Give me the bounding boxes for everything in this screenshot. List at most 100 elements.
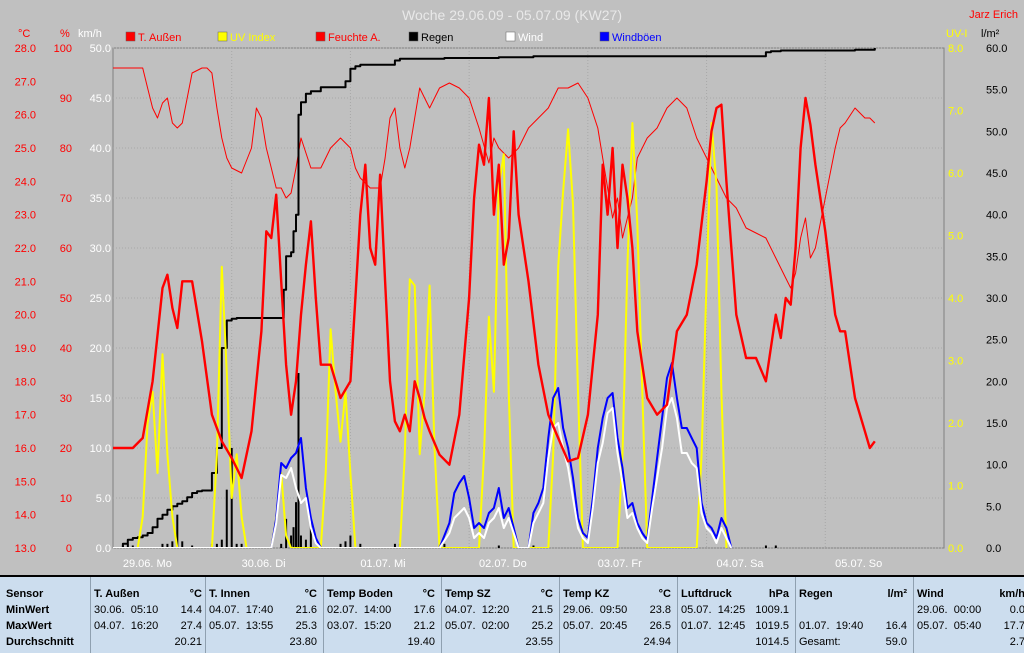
stats-separator [677, 577, 678, 653]
stats-max-value: 26.5 [650, 618, 671, 634]
stats-max-row: 01.07. 12:45 1019.5 [679, 618, 793, 634]
temp-tick: 23.0 [15, 210, 36, 222]
pct-tick: 50 [60, 293, 72, 305]
rain-tick: 15.0 [986, 418, 1007, 430]
stats-avg-row: Gesamt: 59.0 [797, 634, 911, 650]
temp-tick: 14.0 [15, 510, 36, 522]
stats-min-value: 23.8 [650, 602, 671, 618]
stats-min-value: 17.6 [414, 602, 435, 618]
stats-min-row: 04.07. 17:40 21.6 [207, 602, 321, 618]
pct-tick: 70 [60, 193, 72, 205]
rain-tick: 55.0 [986, 85, 1007, 97]
stats-title: Sensor [6, 586, 92, 602]
stats-unit: °C [541, 586, 553, 602]
stats-max-time: 05.07. 02:00 [445, 618, 509, 634]
legend-label: Regen [421, 32, 453, 44]
stats-max-time: 05.07. 20:45 [563, 618, 627, 634]
stats-block: T. Außen °C 30.06. 05:10 14.4 04.07. 16:20 27… [92, 577, 206, 653]
stats-max-time: 03.07. 15:20 [327, 618, 391, 634]
pct-tick: 40 [60, 343, 72, 355]
stats-max-row: 05.07. 13:55 25.3 [207, 618, 321, 634]
uv-tick: 3.0 [948, 356, 963, 368]
stats-avg-row: 23.80 [207, 634, 321, 650]
stats-avg-value: 59.0 [886, 634, 907, 650]
stats-min-row: 30.06. 05:10 14.4 [92, 602, 206, 618]
temp-unit: °C [18, 28, 30, 40]
stats-unit: hPa [769, 586, 789, 602]
stats-max-value: 21.2 [414, 618, 435, 634]
temp-tick: 21.0 [15, 276, 36, 288]
day-label: 05.07. So [835, 558, 882, 570]
stats-sensor-name: Regen [799, 586, 833, 602]
stats-separator [913, 577, 914, 653]
speed-tick: 40.0 [90, 143, 111, 155]
stats-separator [795, 577, 796, 653]
day-label: 01.07. Mi [360, 558, 405, 570]
pct-tick: 60 [60, 243, 72, 255]
stats-separator [205, 577, 206, 653]
stats-unit: °C [190, 586, 202, 602]
stats-max-value: 1019.5 [755, 618, 789, 634]
stats-max-row: 03.07. 15:20 21.2 [325, 618, 439, 634]
speed-tick: 15.0 [90, 393, 111, 405]
stats-min-value: 1009.1 [755, 602, 789, 618]
uv-tick: 8.0 [948, 43, 963, 55]
stats-avg-row: 2.7 [915, 634, 1024, 650]
stats-block: Wind km/h 29.06. 00:00 0.0 05.07. 05:40 17.7 2… [915, 577, 1024, 653]
stats-min-time: 04.07. 12:20 [445, 602, 509, 618]
stats-avg-value: 24.94 [643, 634, 671, 650]
pct-unit: % [60, 28, 70, 40]
stats-unit: °C [423, 586, 435, 602]
stats-min-time: 29.06. 00:00 [917, 602, 981, 618]
legend-swatch [126, 32, 135, 41]
rain-tick: 60.0 [986, 43, 1007, 55]
stats-min-time: 05.07. 14:25 [681, 602, 745, 618]
stats-block: Regen l/m² 01.07. 19:40 16.4 Gesamt: 59.0 [797, 577, 911, 653]
uv-unit: UV-I [946, 28, 967, 40]
uv-tick: 7.0 [948, 106, 963, 118]
stats-header: Wind km/h [915, 586, 1024, 602]
pct-tick: 80 [60, 143, 72, 155]
speed-tick: 10.0 [90, 443, 111, 455]
temp-tick: 15.0 [15, 476, 36, 488]
stats-separator [441, 577, 442, 653]
pct-tick: 90 [60, 93, 72, 105]
rain-tick: 0.0 [986, 543, 1001, 555]
stats-sensor-name: Wind [917, 586, 944, 602]
stats-min-time: 02.07. 14:00 [327, 602, 391, 618]
day-label: 30.06. Di [242, 558, 286, 570]
stats-max-value: 27.4 [181, 618, 202, 634]
stats-avg-value: 20.21 [174, 634, 202, 650]
temp-tick: 27.0 [15, 76, 36, 88]
speed-tick: 35.0 [90, 193, 111, 205]
speed-tick: 50.0 [90, 43, 111, 55]
rain-tick: 50.0 [986, 126, 1007, 138]
stats-min-row: 29.06. 09:50 23.8 [561, 602, 675, 618]
legend-swatch [316, 32, 325, 41]
temp-tick: 26.0 [15, 110, 36, 122]
speed-tick: 5.0 [96, 493, 111, 505]
rain-tick: 35.0 [986, 251, 1007, 263]
rain-tick: 20.0 [986, 376, 1007, 388]
stats-max-row: 05.07. 05:40 17.7 [915, 618, 1024, 634]
stats-avg-label: Durchschnitt [6, 634, 92, 650]
stats-min-row [797, 602, 911, 618]
uv-tick: 5.0 [948, 231, 963, 243]
stats-panel: Sensor MinWert MaxWert Durchschnitt T. Außen… [0, 577, 1024, 653]
stats-max-value: 17.7 [1004, 618, 1024, 634]
stats-avg-row: 20.21 [92, 634, 206, 650]
legend-swatch [218, 32, 227, 41]
speed-tick: 30.0 [90, 243, 111, 255]
stats-min-time: 29.06. 09:50 [563, 602, 627, 618]
stats-labels: Sensor MinWert MaxWert Durchschnitt [6, 577, 92, 653]
uv-tick: 1.0 [948, 481, 963, 493]
temp-tick: 16.0 [15, 443, 36, 455]
legend-swatch [600, 32, 609, 41]
stats-avg-value: 23.55 [525, 634, 553, 650]
legend-label: T. Außen [138, 32, 181, 44]
stats-max-row: 01.07. 19:40 16.4 [797, 618, 911, 634]
legend-label: Feuchte A. [328, 32, 381, 44]
stats-max-row: 05.07. 02:00 25.2 [443, 618, 557, 634]
legend-swatch [409, 32, 418, 41]
stats-max-row: 05.07. 20:45 26.5 [561, 618, 675, 634]
